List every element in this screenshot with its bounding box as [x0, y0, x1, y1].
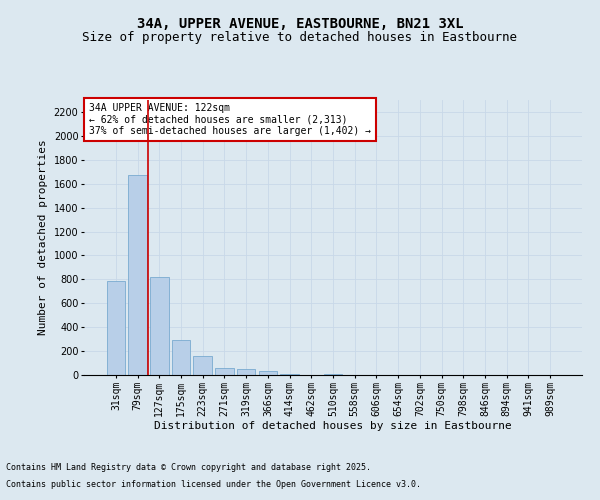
Bar: [259, 371, 277, 375]
Text: Contains public sector information licensed under the Open Government Licence v3: Contains public sector information licen…: [6, 480, 421, 489]
Bar: [193, 356, 212, 375]
Bar: [215, 368, 233, 375]
Y-axis label: Number of detached properties: Number of detached properties: [38, 140, 48, 336]
Bar: [324, 374, 342, 375]
Bar: [107, 280, 125, 375]
Bar: [237, 369, 256, 375]
Bar: [128, 176, 147, 375]
Text: Size of property relative to detached houses in Eastbourne: Size of property relative to detached ho…: [83, 31, 517, 44]
Text: Contains HM Land Registry data © Crown copyright and database right 2025.: Contains HM Land Registry data © Crown c…: [6, 464, 371, 472]
Text: 34A UPPER AVENUE: 122sqm
← 62% of detached houses are smaller (2,313)
37% of sem: 34A UPPER AVENUE: 122sqm ← 62% of detach…: [89, 103, 371, 136]
Bar: [280, 374, 299, 375]
Bar: [172, 340, 190, 375]
Text: 34A, UPPER AVENUE, EASTBOURNE, BN21 3XL: 34A, UPPER AVENUE, EASTBOURNE, BN21 3XL: [137, 18, 463, 32]
Bar: [150, 277, 169, 375]
X-axis label: Distribution of detached houses by size in Eastbourne: Distribution of detached houses by size …: [154, 422, 512, 432]
